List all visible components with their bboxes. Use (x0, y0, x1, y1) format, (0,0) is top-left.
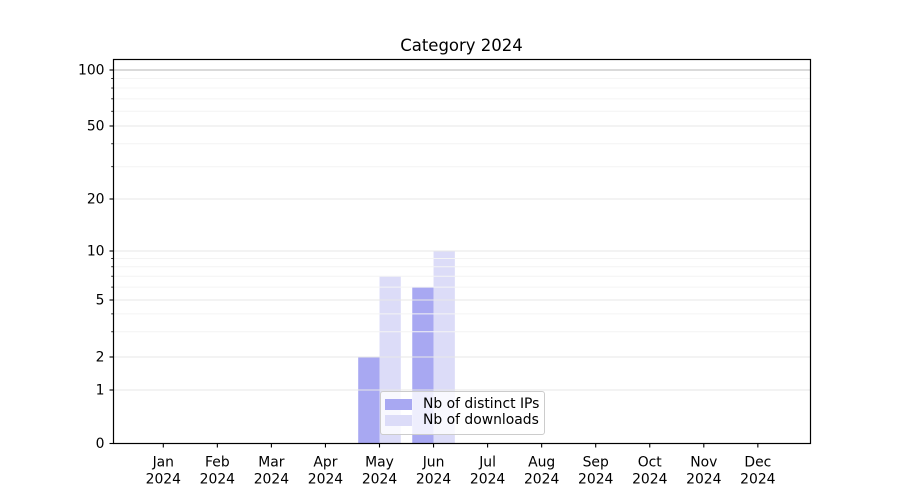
y-tick-label: 100 (78, 63, 105, 79)
x-tick-label-year: 2024 (416, 472, 452, 488)
y-tick-label: 10 (87, 244, 105, 260)
y-tick-label: 20 (87, 192, 105, 208)
x-tick-label-month: Mar (258, 455, 284, 471)
legend: Nb of distinct IPs Nb of downloads (380, 391, 545, 435)
x-tick-label-year: 2024 (578, 472, 614, 488)
legend-item-distinct-ips: Nb of distinct IPs (385, 396, 540, 412)
x-tick-label-month: Oct (638, 455, 663, 471)
y-tick-label: 50 (87, 119, 105, 135)
x-tick-label-year: 2024 (740, 472, 776, 488)
x-tick-label-year: 2024 (200, 472, 236, 488)
y-tick-label: 1 (96, 383, 105, 399)
x-tick-label-year: 2024 (308, 472, 344, 488)
y-tick-label: 2 (96, 350, 105, 366)
x-tick-label-month: Apr (313, 455, 337, 471)
x-tick-label-year: 2024 (524, 472, 560, 488)
legend-swatch-distinct-ips (385, 399, 412, 410)
x-tick-label-month: Jan (152, 455, 174, 471)
x-tick-label-month: Sep (583, 455, 609, 471)
x-tick-label-year: 2024 (470, 472, 506, 488)
x-tick-label-year: 2024 (632, 472, 668, 488)
x-tick-label-month: Feb (205, 455, 230, 471)
x-tick-label-year: 2024 (254, 472, 290, 488)
x-tick-label-year: 2024 (362, 472, 398, 488)
chart-title: Category 2024 (400, 36, 523, 55)
legend-item-downloads: Nb of downloads (385, 412, 539, 428)
x-tick-label-year: 2024 (146, 472, 182, 488)
x-tick-label-month: May (365, 455, 394, 471)
bar-distinct-ips-may (358, 357, 380, 444)
legend-label-distinct-ips: Nb of distinct IPs (423, 396, 540, 412)
x-tick-label-month: Jul (478, 455, 496, 471)
y-tick-label: 0 (96, 436, 105, 452)
x-tick-label-month: Jun (422, 455, 445, 471)
x-tick-label-month: Aug (528, 455, 555, 471)
legend-label-downloads: Nb of downloads (423, 412, 539, 428)
x-tick-label-month: Dec (744, 455, 771, 471)
y-tick-label: 5 (96, 293, 105, 309)
legend-swatch-downloads (385, 415, 412, 426)
x-tick-label-year: 2024 (686, 472, 722, 488)
x-tick-label-month: Nov (690, 455, 717, 471)
